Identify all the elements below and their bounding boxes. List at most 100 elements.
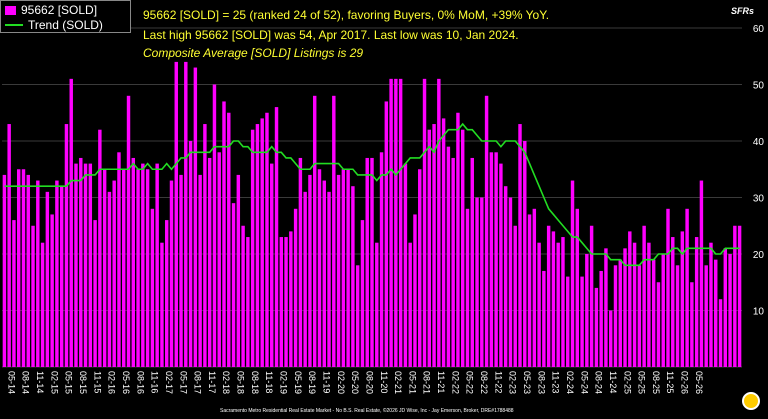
bar bbox=[608, 310, 613, 367]
bar bbox=[336, 174, 341, 367]
bar bbox=[503, 186, 508, 367]
bar bbox=[599, 270, 603, 367]
bar bbox=[465, 208, 470, 367]
bar bbox=[628, 231, 632, 367]
bar bbox=[145, 169, 150, 367]
x-tick-label: 02-16 bbox=[107, 371, 117, 394]
bar bbox=[384, 101, 389, 367]
info-summary: 95662 [SOLD] = 25 (ranked 24 of 52), fav… bbox=[143, 8, 550, 22]
bar bbox=[16, 169, 21, 367]
bar bbox=[694, 237, 699, 367]
bar bbox=[456, 112, 460, 367]
x-tick-label: 11-20 bbox=[379, 371, 389, 393]
x-tick-label: 05-15 bbox=[64, 371, 74, 394]
bar bbox=[83, 163, 88, 367]
legend-item-trend: Trend (SOLD) bbox=[5, 18, 103, 32]
bar bbox=[355, 265, 360, 367]
bar bbox=[398, 78, 403, 367]
bar bbox=[580, 276, 584, 367]
bar bbox=[64, 124, 69, 367]
brand-logo-icon bbox=[742, 392, 760, 410]
bar bbox=[289, 231, 293, 367]
bar bbox=[618, 259, 622, 367]
x-tick-label: 05-24 bbox=[579, 371, 589, 394]
x-tick-label: 08-19 bbox=[307, 371, 317, 394]
bar bbox=[293, 208, 298, 367]
bar bbox=[222, 101, 226, 367]
x-tick-label: 02-20 bbox=[336, 371, 346, 394]
legend-swatch-trend bbox=[5, 24, 23, 26]
bar bbox=[2, 174, 7, 367]
bar bbox=[489, 152, 494, 367]
bar bbox=[513, 225, 517, 367]
bar bbox=[666, 208, 670, 367]
x-tick-label: 08-23 bbox=[536, 371, 546, 394]
bar bbox=[642, 225, 646, 367]
bar bbox=[55, 180, 59, 367]
bar bbox=[298, 157, 303, 367]
x-tick-label: 11-23 bbox=[551, 371, 561, 393]
bar bbox=[418, 169, 422, 367]
x-tick-label: 11-21 bbox=[436, 371, 446, 393]
x-tick-label: 08-25 bbox=[651, 371, 661, 394]
x-tick-label: 08-15 bbox=[78, 371, 88, 394]
bar bbox=[179, 174, 183, 367]
bar bbox=[451, 157, 455, 367]
bar bbox=[193, 67, 198, 368]
bar bbox=[322, 180, 326, 367]
bar bbox=[117, 152, 121, 367]
bar bbox=[265, 112, 269, 367]
x-tick-label: 11-15 bbox=[92, 371, 102, 393]
x-tick-label: 05-23 bbox=[522, 371, 532, 394]
bar bbox=[107, 191, 112, 367]
bar bbox=[98, 129, 102, 367]
bar bbox=[604, 248, 608, 367]
bar bbox=[475, 197, 479, 367]
bar bbox=[546, 225, 551, 367]
bar bbox=[656, 282, 661, 367]
bar bbox=[250, 129, 255, 367]
bar bbox=[551, 231, 556, 367]
bar bbox=[413, 214, 417, 367]
bar bbox=[675, 265, 680, 367]
x-tick-label: 05-21 bbox=[407, 371, 417, 394]
y-tick-label: 60 bbox=[753, 24, 765, 35]
bar bbox=[623, 248, 627, 367]
y-axis-ticks: 10 20 30 40 50 60 bbox=[753, 24, 765, 318]
bar bbox=[566, 276, 570, 367]
bar bbox=[74, 163, 78, 367]
bar bbox=[122, 169, 126, 367]
x-tick-label: 02-21 bbox=[393, 371, 403, 394]
bar bbox=[312, 95, 317, 368]
y-tick-label: 40 bbox=[753, 137, 765, 148]
x-tick-label: 08-18 bbox=[250, 371, 260, 394]
bar bbox=[737, 225, 742, 367]
bar bbox=[260, 118, 264, 368]
bar bbox=[360, 220, 365, 367]
bar bbox=[499, 163, 503, 367]
bar bbox=[389, 78, 393, 367]
bar bbox=[12, 220, 16, 367]
x-tick-label: 05-16 bbox=[121, 371, 131, 394]
x-tick-label: 11-25 bbox=[665, 371, 675, 393]
bar bbox=[112, 180, 116, 367]
bar bbox=[556, 242, 560, 367]
bar bbox=[174, 61, 178, 368]
x-tick-label: 11-19 bbox=[321, 371, 331, 393]
bar bbox=[637, 265, 642, 367]
x-tick-label: 02-19 bbox=[279, 371, 289, 394]
bar bbox=[69, 78, 73, 367]
bar bbox=[346, 169, 350, 367]
x-tick-label: 08-14 bbox=[21, 371, 31, 394]
bar bbox=[102, 169, 107, 367]
bar bbox=[317, 169, 322, 367]
bar bbox=[651, 259, 656, 367]
bar bbox=[93, 220, 97, 367]
bar bbox=[303, 191, 307, 367]
bar bbox=[274, 107, 279, 367]
bar bbox=[188, 141, 193, 367]
x-tick-label: 11-22 bbox=[493, 371, 503, 393]
bar bbox=[709, 242, 713, 367]
bar bbox=[718, 299, 723, 367]
bar bbox=[613, 265, 618, 367]
